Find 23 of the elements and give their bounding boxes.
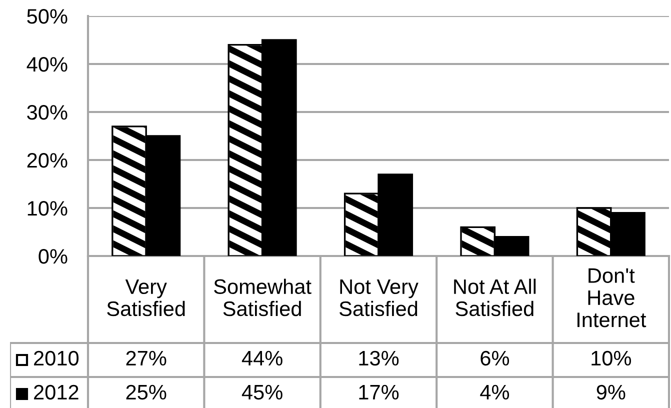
- y-tick-label: 20%: [27, 153, 68, 168]
- data-label: 6%: [480, 350, 510, 366]
- data-label: 4%: [480, 384, 510, 400]
- data-label: 25%: [126, 384, 166, 400]
- data-label: 10%: [592, 350, 632, 366]
- y-tick-label: 30%: [27, 105, 68, 120]
- x-tick-label: Not At All Satisfied: [454, 278, 536, 316]
- y-tick-label: 40%: [26, 57, 68, 72]
- x-tick-label: Not Very Satisfied: [339, 279, 418, 316]
- y-tick-label: 10%: [28, 201, 68, 216]
- data-label: 13%: [359, 350, 399, 366]
- data-label: 9%: [596, 384, 626, 400]
- data-label: 45%: [242, 384, 282, 400]
- y-tick-label: 50%: [27, 9, 68, 24]
- y-tick-label: 0%: [38, 249, 68, 264]
- legend-label: 2010: [34, 350, 79, 366]
- x-tick-label: Very Satisfied: [107, 279, 185, 316]
- x-tick-label: Don't Have Internet: [578, 268, 646, 328]
- data-label: 44%: [242, 350, 282, 366]
- legend-label: 2012: [34, 384, 78, 400]
- data-label: 27%: [126, 350, 166, 366]
- x-tick-label: Somewhat Satisfied: [214, 278, 312, 316]
- data-label: 17%: [359, 384, 399, 400]
